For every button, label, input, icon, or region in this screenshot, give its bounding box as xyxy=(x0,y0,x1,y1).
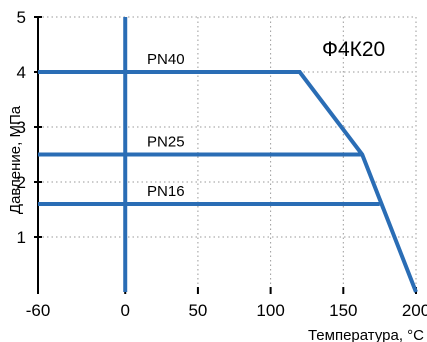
x-tick-label: 150 xyxy=(329,301,357,320)
y-tick-label: 1 xyxy=(17,228,26,247)
y-tick-label: 5 xyxy=(17,8,26,27)
x-tick-label: 200 xyxy=(402,301,427,320)
series-label-pn25: PN25 xyxy=(147,134,185,151)
y-axis-label: Давление, МПа xyxy=(7,105,24,214)
x-tick-label: 50 xyxy=(188,301,207,320)
series-label-pn40: PN40 xyxy=(147,51,185,68)
y-tick-label: 2 xyxy=(17,173,26,192)
x-axis-label: Температура, °С xyxy=(308,327,424,342)
x-tick-label: 100 xyxy=(256,301,284,320)
series-line-pn40 xyxy=(38,70,418,293)
x-tick-label: 0 xyxy=(120,301,129,320)
series-lines xyxy=(38,17,418,293)
x-tick-label: -60 xyxy=(26,301,51,320)
series-label-pn16: PN16 xyxy=(147,183,185,200)
y-tick-label: 3 xyxy=(17,118,26,137)
y-tick-label: 4 xyxy=(17,63,26,82)
chart-title: Ф4К20 xyxy=(322,38,385,61)
labels: 1 2 3 4 5 -60 0 50 100 150 200 PN40 PN25 PN16 xyxy=(17,8,427,320)
